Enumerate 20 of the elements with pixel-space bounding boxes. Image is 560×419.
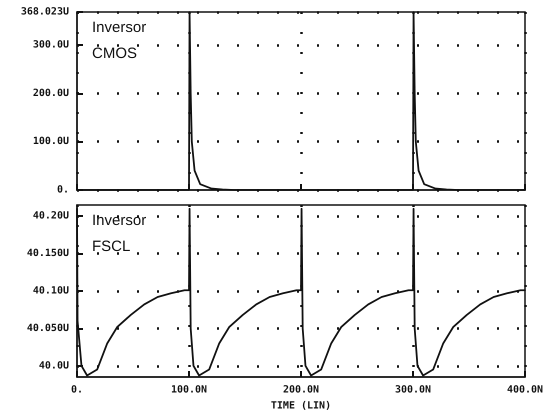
annotation: FSCL	[92, 238, 130, 255]
y-tick-label: 368.023U	[20, 6, 69, 18]
y-tick-label: 100.0U	[32, 136, 69, 148]
y-tick-label: 200.0U	[32, 88, 69, 99]
y-tick-label: 300.0U	[32, 39, 69, 50]
x-tick-label: 400.0N	[506, 384, 544, 396]
x-tick-label: 200.0N	[282, 384, 320, 396]
x-tick-label: 0.	[70, 384, 84, 396]
y-tick-label: 40.150U	[26, 248, 69, 260]
x-axis-title: TIME (LIN)	[270, 400, 332, 412]
y-tick-label: 40.20U	[32, 210, 69, 222]
y-tick-label: 40.10U	[32, 286, 69, 296]
y-tick-label: 0.	[56, 184, 69, 196]
x-tick-label: 100.0N	[170, 384, 208, 396]
annotation: CMOS	[92, 45, 137, 62]
annotation: Inversor	[92, 19, 146, 36]
annotation: Inversor	[92, 212, 146, 229]
y-tick-label: 40.0U	[38, 360, 69, 372]
y-tick-label: 40.050U	[26, 322, 69, 334]
x-tick-label: 300.0N	[394, 384, 432, 396]
